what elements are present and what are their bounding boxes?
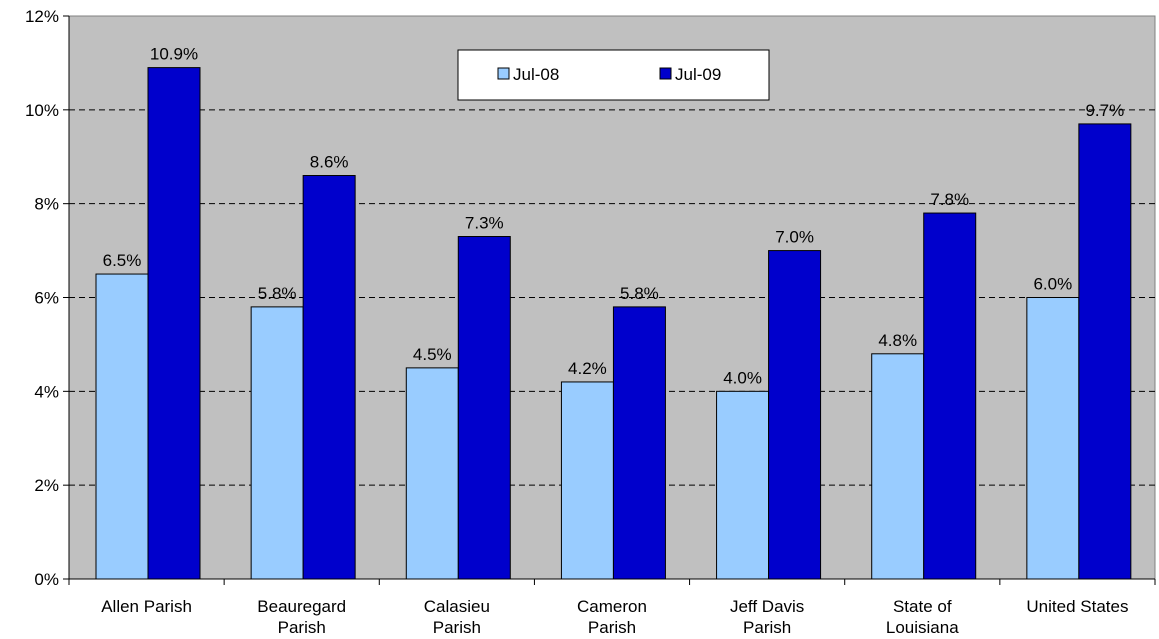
bar-jul-09-2	[457, 236, 511, 580]
legend-label-jul-09: Jul-09	[675, 65, 721, 84]
bars	[95, 67, 1132, 580]
x-tick-label: United States	[1026, 597, 1128, 616]
bar-jul-09-1	[302, 175, 356, 580]
y-tick-label: 8%	[34, 195, 59, 214]
bar-jul-08-2	[405, 367, 459, 580]
data-label: 5.8%	[620, 284, 659, 303]
bar-jul-09-5	[923, 212, 977, 580]
bar-jul-08-1	[250, 306, 304, 580]
bar-jul-09-6	[1078, 123, 1132, 580]
data-label: 4.5%	[413, 345, 452, 364]
y-tick-label: 6%	[34, 289, 59, 308]
legend: Jul-08 Jul-09	[457, 49, 770, 101]
data-label: 9.7%	[1085, 101, 1124, 120]
bar-jul-09-4	[768, 250, 822, 580]
data-label: 6.5%	[103, 251, 142, 270]
x-tick-label: State of Louisiana	[886, 597, 959, 637]
data-labels: 6.5% 5.8% 4.5% 4.2% 4.0% 4.8% 6.0% 10.9% 8.6% 7.3…	[103, 45, 1125, 388]
y-tick-label: 4%	[34, 382, 59, 401]
bar-jul-08-4	[716, 390, 770, 580]
x-axis: Allen Parish Beauregard Parish Calasieu Pari…	[68, 578, 1156, 637]
data-label: 7.3%	[465, 214, 504, 233]
x-tick-label: Calasieu Parish	[424, 597, 490, 637]
data-label: 7.0%	[775, 228, 814, 247]
data-label: 8.6%	[310, 153, 349, 172]
bar-jul-08-6	[1026, 297, 1080, 580]
y-tick-label: 12%	[25, 7, 59, 26]
data-label: 4.0%	[723, 368, 762, 387]
y-tick-label: 0%	[34, 570, 59, 589]
bar-jul-08-0	[95, 273, 149, 580]
legend-label-jul-08: Jul-08	[513, 65, 559, 84]
data-label: 4.8%	[878, 331, 917, 350]
bar-jul-08-3	[560, 381, 614, 580]
x-tick-label: Cameron Parish	[577, 597, 647, 637]
data-label: 4.2%	[568, 359, 607, 378]
data-label: 6.0%	[1033, 275, 1072, 294]
y-tick-label: 10%	[25, 101, 59, 120]
y-axis: 0% 2% 4% 6% 8% 10% 12%	[25, 7, 70, 589]
data-label: 10.9%	[150, 45, 198, 64]
legend-swatch-jul-08	[497, 67, 510, 80]
legend-swatch-jul-09	[659, 67, 672, 80]
x-tick-label: Beauregard Parish	[257, 597, 346, 637]
bar-jul-09-0	[147, 67, 201, 580]
bar-jul-09-3	[612, 306, 666, 580]
legend-box	[457, 49, 770, 101]
x-tick-label: Allen Parish	[101, 597, 192, 616]
y-tick-label: 2%	[34, 476, 59, 495]
bar-jul-08-5	[871, 353, 925, 580]
data-label: 5.8%	[258, 284, 297, 303]
data-label: 7.8%	[930, 190, 969, 209]
x-tick-label: Jeff Davis Parish	[730, 597, 804, 637]
